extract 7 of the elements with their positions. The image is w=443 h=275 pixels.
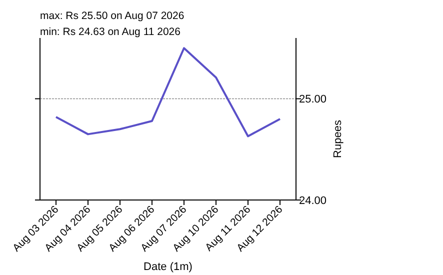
y-tick-label: 24.00	[299, 194, 327, 207]
x-axis-title: Date (1m)	[144, 261, 192, 273]
line-series	[55, 47, 281, 138]
text: max: Rs 25.50 on Aug 07 2026	[40, 10, 184, 22]
y-tick-label: 25.00	[299, 94, 327, 106]
annotation: min: Rs 24.63 on Aug 11 2026	[40, 26, 181, 38]
y-axis-title: Rupees	[332, 120, 344, 158]
